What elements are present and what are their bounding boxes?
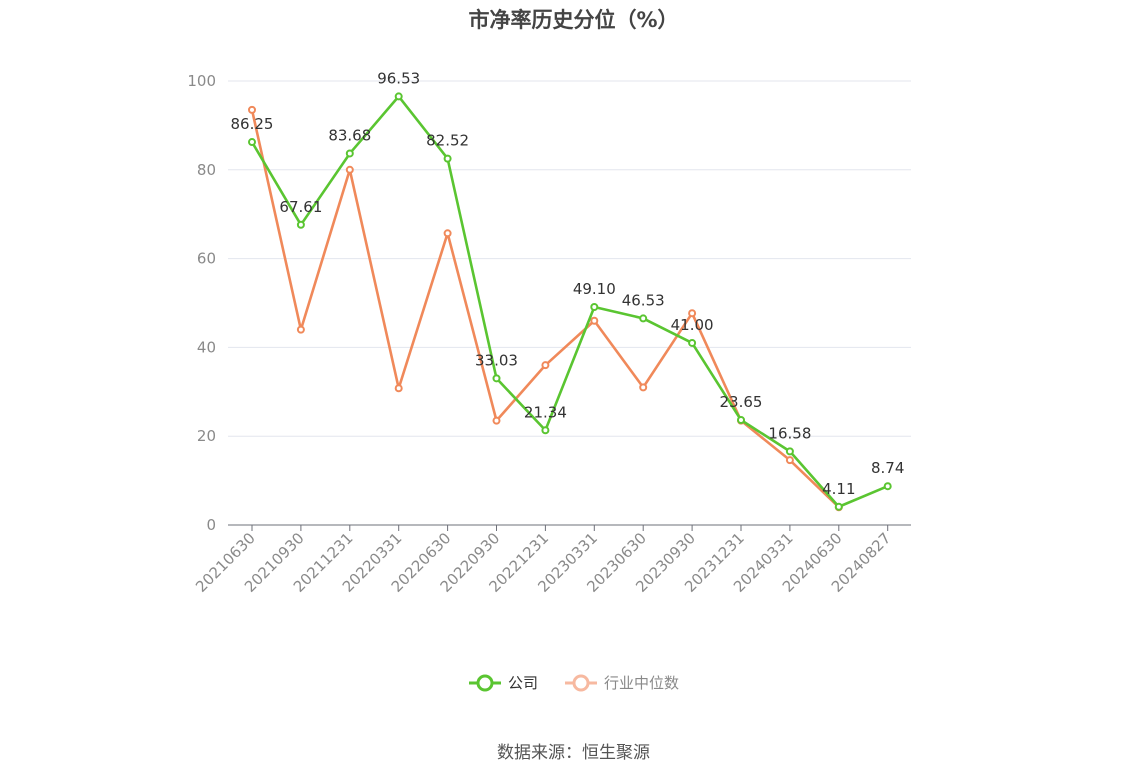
data-point-industry (688, 309, 697, 318)
y-tick-label: 60 (197, 250, 216, 268)
data-point-company (492, 374, 501, 383)
data-point-company (541, 426, 550, 435)
axes: 0204060801002021063020210930202112312022… (187, 72, 911, 596)
data-point-company (688, 338, 697, 347)
data-label-company: 21.34 (524, 403, 567, 421)
data-point-industry (590, 316, 599, 325)
legend-company-marker-icon (468, 674, 501, 691)
data-point-industry (296, 325, 305, 334)
data-point-industry (541, 361, 550, 370)
data-point-company (785, 447, 794, 456)
data-label-company: 46.53 (622, 291, 665, 309)
data-point-company (443, 154, 452, 163)
data-label-company: 83.68 (328, 126, 371, 144)
data-label-company: 67.61 (279, 198, 322, 216)
data-point-industry (443, 229, 452, 238)
data-point-company (394, 92, 403, 101)
data-labels: 86.25 67.61 83.68 96.53 82.52 33.03 21.34 49.10… (231, 69, 905, 497)
y-tick-label: 100 (187, 72, 216, 90)
data-label-company: 82.52 (426, 132, 469, 150)
data-point-company (248, 138, 256, 147)
data-point-company (834, 502, 843, 511)
y-tick-label: 80 (197, 161, 216, 179)
data-point-company (345, 149, 354, 158)
series-lines (248, 92, 892, 512)
data-point-company (883, 482, 892, 491)
data-label-company: 4.11 (822, 480, 855, 498)
data-label-company: 16.58 (768, 424, 811, 442)
legend-company-label: 公司 (507, 674, 538, 692)
data-label-company: 41.00 (671, 316, 714, 334)
y-tick-label: 0 (206, 516, 216, 534)
legend-industry-marker-icon (565, 674, 597, 691)
data-point-company (737, 415, 745, 424)
y-tick-label: 40 (197, 338, 216, 356)
chart-title: 市净率历史分位（%） (468, 8, 679, 32)
legend-item-industry[interactable]: 行业中位数 (564, 672, 679, 693)
data-label-company: 96.53 (377, 69, 420, 87)
data-point-industry (639, 383, 648, 392)
data-label-company: 23.65 (720, 393, 763, 411)
data-point-industry (785, 456, 794, 465)
data-point-industry (248, 105, 256, 114)
series-line-company (250, 95, 889, 509)
legend: 公司 行业中位数 (0, 672, 1147, 693)
data-point-company (296, 220, 305, 229)
y-tick-label: 20 (197, 427, 216, 445)
data-point-industry (394, 384, 403, 393)
data-point-company (639, 314, 648, 323)
legend-item-company[interactable]: 公司 (468, 672, 538, 693)
grid-lines (228, 80, 911, 437)
data-source-note: 数据来源：恒生聚源 (497, 743, 650, 763)
data-point-company (590, 302, 599, 311)
legend-industry-label: 行业中位数 (604, 674, 680, 692)
data-label-company: 49.10 (573, 280, 616, 298)
data-label-company: 86.25 (231, 115, 274, 133)
data-point-industry (492, 416, 501, 425)
data-label-company: 33.03 (475, 351, 518, 369)
data-point-industry (345, 165, 354, 174)
data-label-company: 8.74 (871, 459, 904, 477)
